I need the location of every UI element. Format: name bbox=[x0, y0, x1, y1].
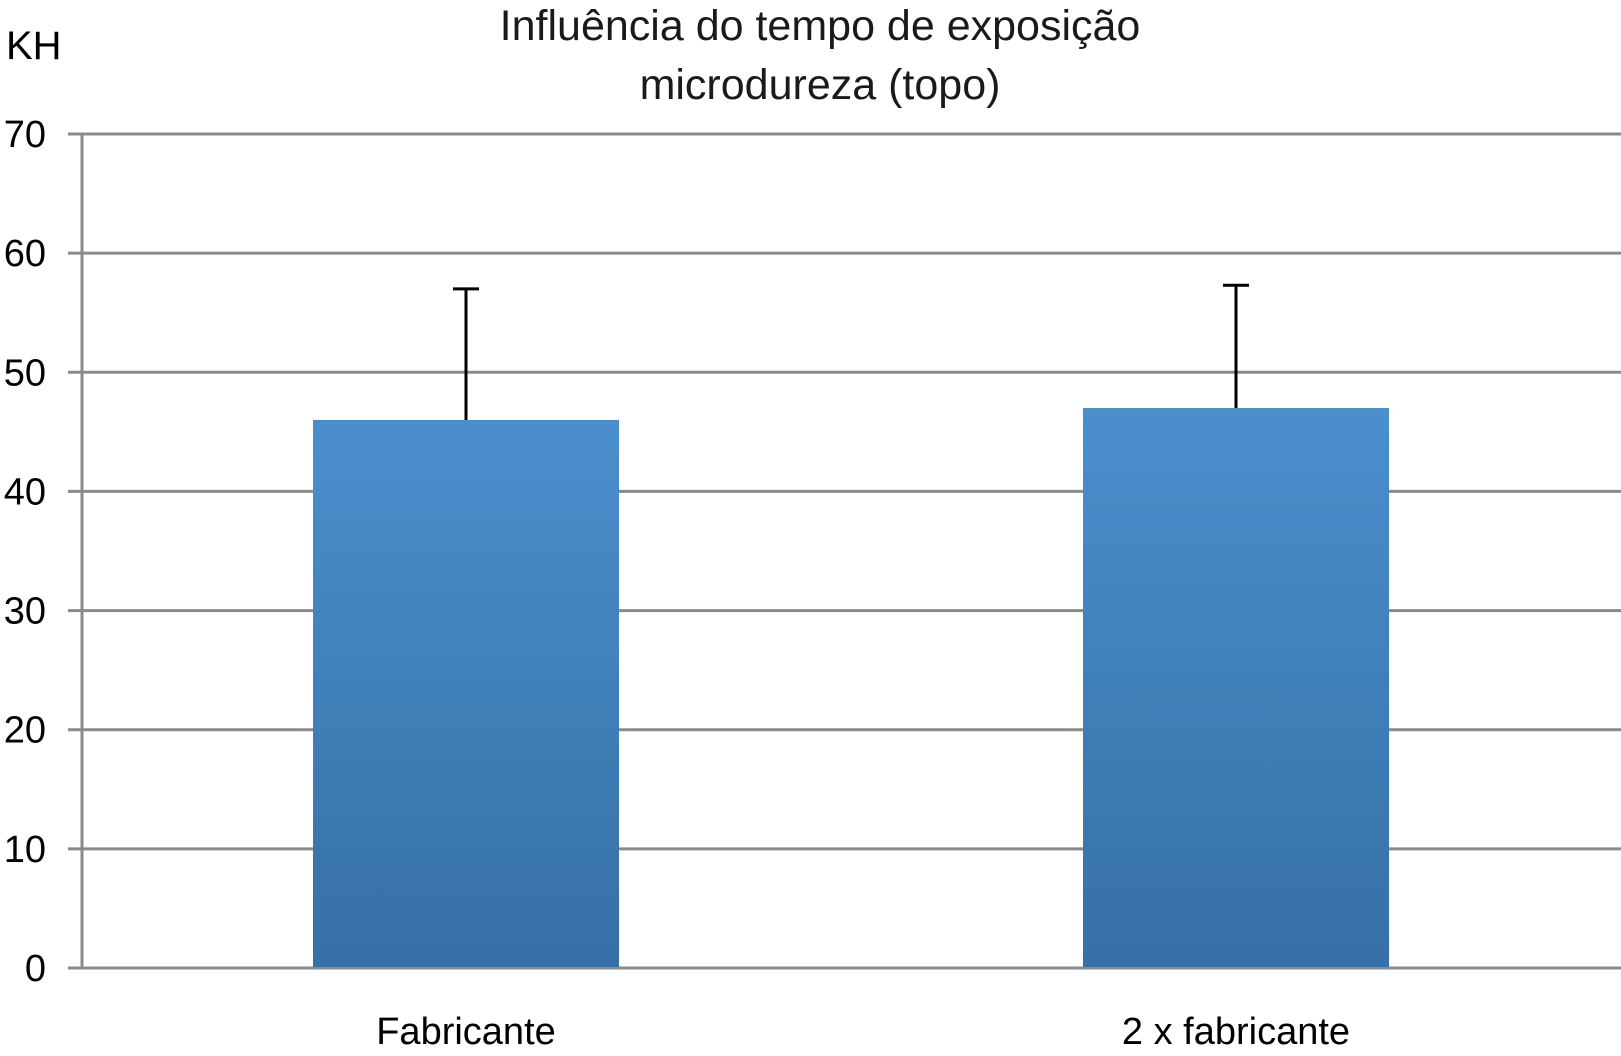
chart-title: Influência do tempo de exposição microdu… bbox=[500, 2, 1141, 109]
error-bars bbox=[453, 283, 1249, 420]
y-tick-label: 0 bbox=[25, 948, 46, 990]
x-category-label: Fabricante bbox=[376, 1011, 556, 1053]
x-category-label: 2 x fabricante bbox=[1122, 1011, 1350, 1053]
y-tick-label: 10 bbox=[4, 829, 46, 871]
y-axis-label: KH bbox=[6, 24, 62, 68]
bar-1 bbox=[313, 419, 619, 967]
y-axis-ticks: 0 10 20 30 40 50 60 70 bbox=[4, 114, 46, 990]
y-tick-label: 70 bbox=[4, 114, 46, 156]
error-bar-2 bbox=[1223, 283, 1249, 409]
chart-title-line-2: microdureza (topo) bbox=[640, 61, 1001, 109]
y-tick-label: 40 bbox=[4, 471, 46, 513]
y-tick-label: 60 bbox=[4, 233, 46, 275]
y-tick-label: 20 bbox=[4, 710, 46, 752]
bar-2 bbox=[1083, 408, 1389, 967]
y-tick-label: 30 bbox=[4, 591, 46, 633]
y-tick-label: 50 bbox=[4, 352, 46, 394]
chart-title-line-1: Influência do tempo de exposição bbox=[500, 2, 1141, 50]
bars bbox=[313, 408, 1389, 967]
error-bar-1 bbox=[453, 287, 479, 420]
x-axis-categories: Fabricante 2 x fabricante bbox=[376, 1011, 1350, 1053]
